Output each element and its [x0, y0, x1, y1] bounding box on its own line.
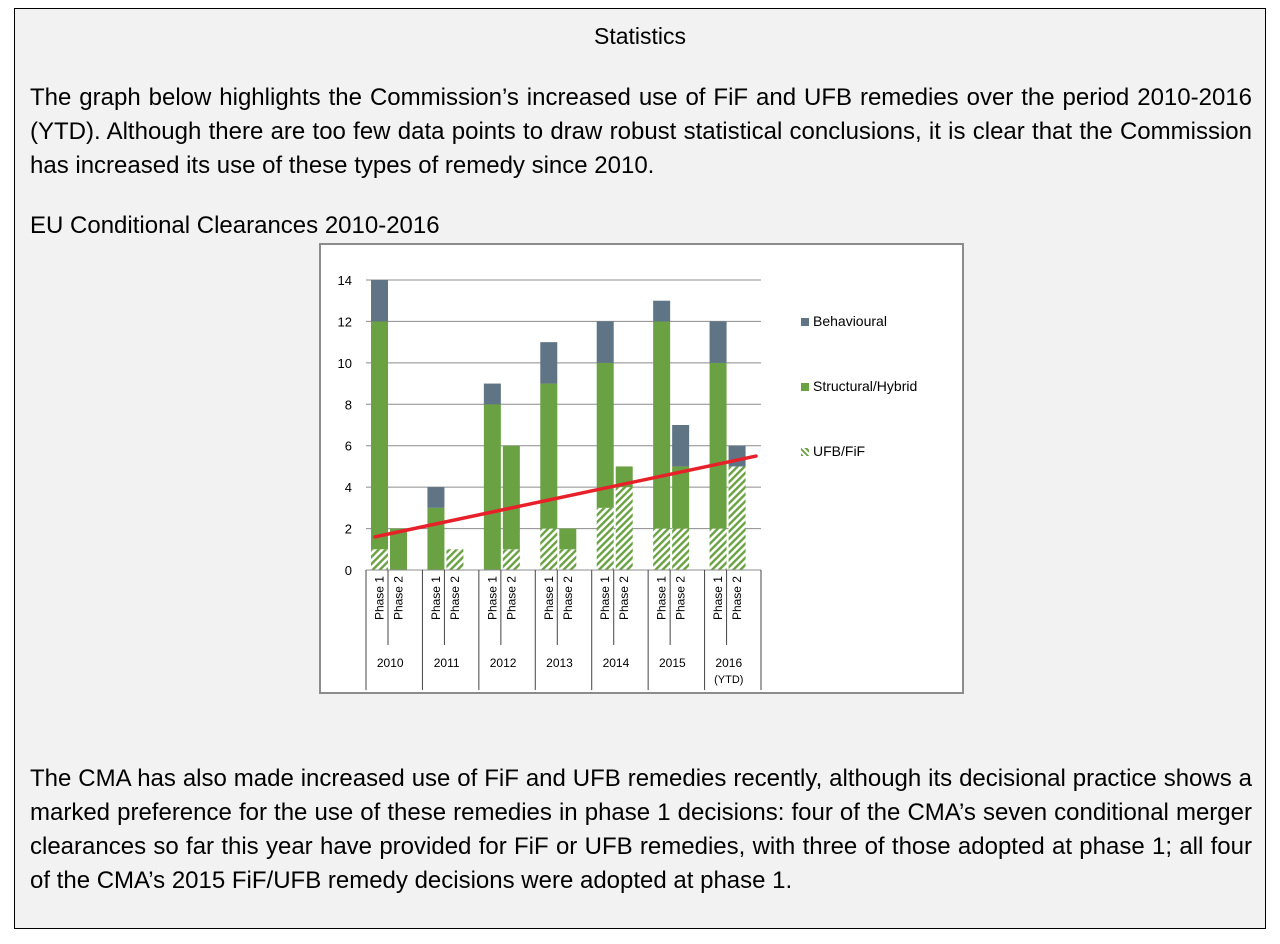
legend-item-structural: Structural/Hybrid	[801, 378, 917, 394]
legend-swatch-structural	[801, 383, 809, 392]
bar-structural-2011-phase1	[427, 507, 445, 570]
y-tick-label-12: 12	[338, 314, 352, 329]
bar-structural-2016-phase1	[709, 362, 727, 529]
x-group-label: 2013	[546, 656, 573, 670]
x-group-label: 2012	[490, 656, 517, 670]
x-subtick-label: Phase 1	[655, 576, 669, 620]
chart-heading: EU Conditional Clearances 2010-2016	[30, 212, 440, 239]
x-subtick-label: Phase 2	[617, 576, 631, 620]
bar-ufb-2013-phase2	[559, 549, 577, 570]
x-group-label: 2014	[603, 656, 630, 670]
y-tick-label-8: 8	[345, 397, 352, 412]
x-subtick-label: Phase 2	[504, 576, 518, 620]
bar-structural-2012-phase1	[483, 404, 501, 570]
legend-item-behavioural: Behavioural	[801, 313, 887, 329]
y-tick-label-2: 2	[345, 522, 352, 537]
stacked-bar-chart: 0 2 4 6 8 10 12 14 Phase 1 Phase 2 2010 Phase 1 Phas…	[338, 273, 762, 690]
bar-ufb-2016-phase1	[709, 528, 727, 570]
x-subtick-label: Phase 2	[730, 576, 744, 620]
legend-label-behavioural: Behavioural	[813, 313, 887, 329]
bar-structural-2015-phase2	[672, 466, 690, 529]
statistics-box: Statistics The graph below highlights th…	[14, 8, 1266, 929]
bar-ufb-2013-phase1	[540, 528, 558, 570]
bar-behavioural-2013-phase1	[540, 342, 558, 384]
x-group-label: 2016	[715, 656, 742, 670]
bar-ufb-2012-phase2	[502, 549, 520, 570]
bar-structural-2014-phase1	[596, 362, 614, 508]
x-subtick-label: Phase 1	[373, 576, 387, 620]
legend-swatch-ufb	[801, 448, 809, 457]
y-tick-label-10: 10	[338, 356, 352, 371]
bar-ufb-2010-phase1	[371, 549, 388, 570]
y-tick-label-14: 14	[338, 273, 352, 288]
bar-ufb-2016-phase2	[728, 466, 746, 570]
bar-ufb-2015-phase1	[653, 528, 671, 570]
closing-paragraph: The CMA has also made increased use of F…	[30, 765, 1252, 894]
chart-frame: 0 2 4 6 8 10 12 14 Phase 1 Phase 2 2010 Phase 1 Phas…	[319, 243, 964, 694]
bar-ufb-2015-phase2	[672, 528, 690, 570]
x-subtick-label: Phase 1	[429, 576, 443, 620]
x-subtick-label: Phase 2	[674, 576, 688, 620]
x-group-label: 2010	[377, 656, 404, 670]
legend-item-ufb: UFB/FiF	[801, 443, 865, 459]
bar-ufb-2014-phase1	[596, 507, 614, 570]
legend-label-ufb: UFB/FiF	[813, 443, 866, 459]
bar-structural-2010-phase2	[390, 528, 407, 570]
bar-behavioural-2011-phase1	[427, 487, 445, 508]
bar-structural-2012-phase2	[502, 445, 520, 550]
y-tick-label-4: 4	[345, 480, 352, 495]
x-subtick-label: Phase 1	[485, 576, 499, 620]
bar-structural-2013-phase1	[540, 383, 558, 529]
bar-ufb-2014-phase2	[615, 487, 633, 570]
x-subtick-label: Phase 1	[542, 576, 556, 620]
x-subtick-label: Phase 1	[711, 576, 725, 620]
x-group-label: 2011	[434, 656, 460, 670]
bar-behavioural-2014-phase1	[596, 321, 614, 363]
x-subtick-label: Phase 2	[392, 576, 406, 620]
x-subtick-label: Phase 1	[598, 576, 612, 620]
legend-label-structural: Structural/Hybrid	[813, 378, 918, 394]
intro-paragraph: The graph below highlights the Commissio…	[30, 84, 1252, 179]
x-subtick-label: Phase 2	[448, 576, 462, 620]
trend-line	[373, 454, 758, 539]
y-tick-label-0: 0	[345, 563, 352, 578]
x-group-label: (YTD)	[714, 674, 743, 686]
bar-behavioural-2016-phase1	[709, 321, 727, 363]
bar-behavioural-2010-phase1	[371, 280, 388, 322]
bar-behavioural-2015-phase2	[672, 425, 690, 467]
x-subtick-label: Phase 2	[561, 576, 575, 620]
bar-structural-2010-phase1	[371, 321, 388, 550]
x-group-label: 2015	[659, 656, 686, 670]
bar-ufb-2011-phase2	[446, 549, 464, 570]
bar-structural-2015-phase1	[653, 321, 671, 529]
legend-swatch-behavioural	[801, 318, 809, 327]
bar-structural-2013-phase2	[559, 528, 577, 550]
bar-behavioural-2012-phase1	[483, 383, 501, 405]
y-tick-label-6: 6	[345, 439, 352, 454]
box-title: Statistics	[593, 23, 687, 49]
bar-behavioural-2015-phase1	[653, 300, 671, 322]
bar-behavioural-2016-phase2	[728, 445, 746, 467]
